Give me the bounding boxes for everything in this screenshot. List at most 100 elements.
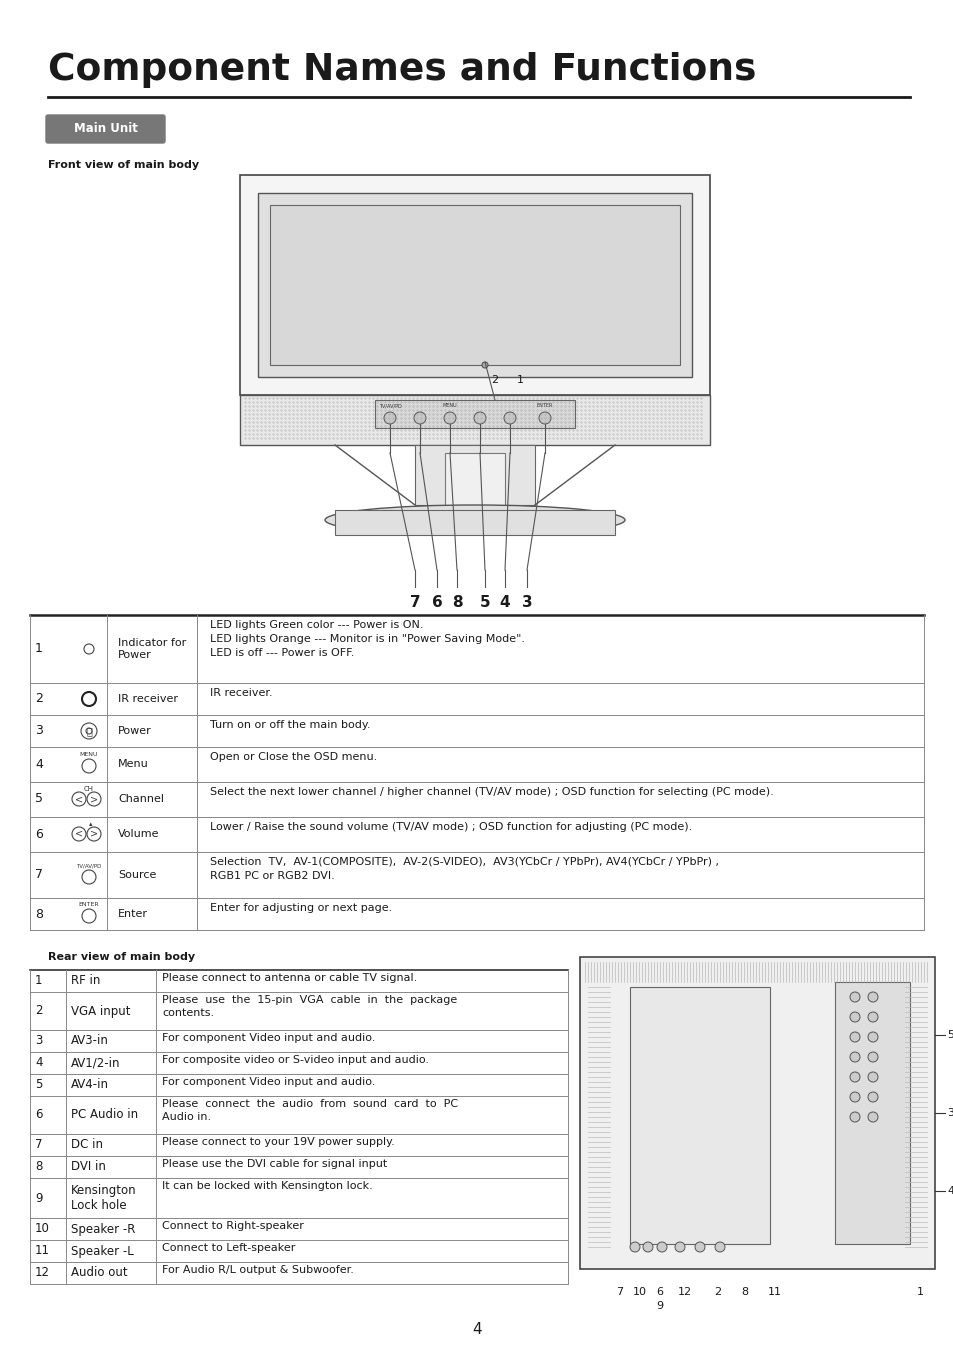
Text: Rear view of main body: Rear view of main body	[48, 952, 195, 962]
Text: 6: 6	[35, 1109, 43, 1121]
Text: 9: 9	[656, 1301, 663, 1310]
Bar	[579, 957, 934, 1269]
Text: DVI in: DVI in	[71, 1161, 106, 1174]
Text: 7: 7	[616, 1288, 623, 1297]
Circle shape	[675, 1242, 684, 1252]
Text: 5: 5	[35, 1078, 42, 1092]
Text: 4: 4	[499, 594, 510, 611]
Text: Connect to Right-speaker: Connect to Right-speaker	[162, 1221, 304, 1231]
Circle shape	[867, 1012, 877, 1021]
Text: 1: 1	[35, 643, 43, 655]
Text: TV/AV/PD: TV/AV/PD	[76, 863, 102, 869]
Text: 1: 1	[516, 376, 523, 385]
Circle shape	[849, 1012, 859, 1021]
Circle shape	[443, 412, 456, 424]
Text: VGA input: VGA input	[71, 1005, 131, 1017]
Text: 11: 11	[767, 1288, 781, 1297]
Circle shape	[481, 362, 488, 367]
Circle shape	[414, 412, 426, 424]
Text: TV/AV/PD: TV/AV/PD	[378, 403, 401, 408]
Text: 2: 2	[35, 1005, 43, 1017]
Circle shape	[867, 1071, 877, 1082]
Text: 3: 3	[946, 1108, 953, 1119]
Text: Please use the DVI cable for signal input: Please use the DVI cable for signal inpu…	[162, 1159, 387, 1169]
FancyBboxPatch shape	[46, 115, 165, 143]
Text: ENTER: ENTER	[537, 403, 553, 408]
Text: 4: 4	[946, 1186, 953, 1196]
Text: AV4-in: AV4-in	[71, 1078, 109, 1092]
Text: Speaker -L: Speaker -L	[71, 1244, 133, 1258]
Text: 1: 1	[35, 974, 43, 988]
Text: 8: 8	[35, 1161, 42, 1174]
Text: PC Audio in: PC Audio in	[71, 1109, 138, 1121]
Text: 8: 8	[451, 594, 462, 611]
Text: 5: 5	[479, 594, 490, 611]
Circle shape	[384, 412, 395, 424]
Circle shape	[867, 1092, 877, 1102]
Circle shape	[867, 992, 877, 1002]
Circle shape	[867, 1052, 877, 1062]
Bar	[834, 982, 909, 1244]
Text: IR receiver.: IR receiver.	[210, 688, 273, 698]
Text: ENTER: ENTER	[78, 902, 99, 908]
Circle shape	[474, 412, 485, 424]
Text: For component Video input and audio.: For component Video input and audio.	[162, 1034, 375, 1043]
Circle shape	[503, 412, 516, 424]
Text: LED lights Green color --- Power is ON.
LED lights Orange --- Monitor is in "Pow: LED lights Green color --- Power is ON. …	[210, 620, 524, 658]
Text: IR receiver: IR receiver	[118, 694, 178, 704]
Text: Enter for adjusting or next page.: Enter for adjusting or next page.	[210, 902, 392, 913]
Text: 11: 11	[35, 1244, 50, 1258]
Bar	[444, 453, 504, 513]
Text: 4: 4	[35, 758, 43, 770]
Text: Audio out: Audio out	[71, 1266, 128, 1279]
Text: 10: 10	[633, 1288, 646, 1297]
Text: Main Unit: Main Unit	[73, 123, 137, 135]
Circle shape	[849, 1071, 859, 1082]
Text: Volume: Volume	[118, 830, 159, 839]
Text: >: >	[90, 830, 98, 839]
Text: MENU: MENU	[80, 753, 98, 758]
Text: For Audio R/L output & Subwoofer.: For Audio R/L output & Subwoofer.	[162, 1265, 354, 1275]
Bar	[415, 444, 535, 505]
Bar	[375, 400, 575, 428]
Text: 7: 7	[409, 594, 420, 611]
Text: DC in: DC in	[71, 1139, 103, 1151]
Bar	[335, 509, 615, 535]
Text: Connect to Left-speaker: Connect to Left-speaker	[162, 1243, 295, 1252]
Text: Kensington
Lock hole: Kensington Lock hole	[71, 1183, 136, 1212]
Text: 3: 3	[521, 594, 532, 611]
Text: 7: 7	[35, 1139, 43, 1151]
Text: Component Names and Functions: Component Names and Functions	[48, 51, 756, 88]
Text: >: >	[90, 794, 98, 804]
Text: 6: 6	[656, 1288, 662, 1297]
Text: 2: 2	[491, 376, 498, 385]
Text: Open or Close the OSD menu.: Open or Close the OSD menu.	[210, 753, 376, 762]
Bar	[270, 205, 679, 365]
Bar	[629, 988, 769, 1244]
Bar	[257, 193, 691, 377]
Circle shape	[657, 1242, 666, 1252]
Text: 3: 3	[35, 724, 43, 738]
Text: 2: 2	[714, 1288, 720, 1297]
Text: Please connect to antenna or cable TV signal.: Please connect to antenna or cable TV si…	[162, 973, 416, 984]
Text: CH: CH	[84, 786, 94, 792]
Text: Please  connect  the  audio  from  sound  card  to  PC
Audio in.: Please connect the audio from sound card…	[162, 1098, 457, 1123]
Circle shape	[849, 992, 859, 1002]
Text: <: <	[75, 830, 83, 839]
Text: Enter: Enter	[118, 909, 148, 919]
Text: 4: 4	[472, 1323, 481, 1337]
Circle shape	[849, 1032, 859, 1042]
Circle shape	[629, 1242, 639, 1252]
Bar	[240, 394, 709, 444]
Text: 12: 12	[35, 1266, 50, 1279]
Text: Lower / Raise the sound volume (TV/AV mode) ; OSD function for adjusting (PC mod: Lower / Raise the sound volume (TV/AV mo…	[210, 821, 692, 832]
Text: MENU: MENU	[442, 403, 456, 408]
Text: 6: 6	[35, 828, 43, 840]
Text: Please connect to your 19V power supply.: Please connect to your 19V power supply.	[162, 1138, 395, 1147]
Circle shape	[867, 1112, 877, 1121]
Text: Speaker -R: Speaker -R	[71, 1223, 135, 1236]
Text: 5: 5	[35, 793, 43, 805]
Text: <: <	[75, 794, 83, 804]
Text: RF in: RF in	[71, 974, 100, 988]
Text: 8: 8	[740, 1288, 748, 1297]
